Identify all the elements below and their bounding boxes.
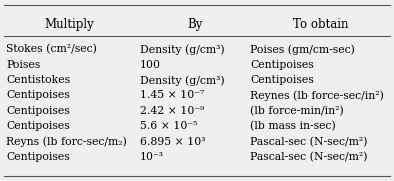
Text: Poises: Poises xyxy=(6,60,40,70)
Text: Multiply: Multiply xyxy=(44,18,94,31)
Text: Reyns (lb forc-sec/m₂): Reyns (lb forc-sec/m₂) xyxy=(6,137,127,147)
Text: Reynes (lb force-sec/in²): Reynes (lb force-sec/in²) xyxy=(250,90,384,101)
Text: Density (g/cm³): Density (g/cm³) xyxy=(140,44,225,55)
Text: To obtain: To obtain xyxy=(294,18,349,31)
Text: Centipoises: Centipoises xyxy=(6,121,70,131)
Text: By: By xyxy=(187,18,203,31)
Text: Centipoises: Centipoises xyxy=(6,90,70,100)
Text: 10⁻³: 10⁻³ xyxy=(140,152,164,162)
Text: (lb force-min/in²): (lb force-min/in²) xyxy=(250,106,344,116)
Text: 2.42 × 10⁻⁹: 2.42 × 10⁻⁹ xyxy=(140,106,204,116)
Text: Centipoises: Centipoises xyxy=(250,60,314,70)
Text: Density (g/cm³): Density (g/cm³) xyxy=(140,75,225,86)
Text: 100: 100 xyxy=(140,60,161,70)
Text: Centistokes: Centistokes xyxy=(6,75,70,85)
Text: Pascal-sec (N-sec/m²): Pascal-sec (N-sec/m²) xyxy=(250,137,368,147)
Text: 5.6 × 10⁻⁵: 5.6 × 10⁻⁵ xyxy=(140,121,197,131)
Text: Centipoises: Centipoises xyxy=(6,106,70,116)
Text: 6.895 × 10³: 6.895 × 10³ xyxy=(140,137,205,147)
Text: Centipoises: Centipoises xyxy=(6,152,70,162)
Text: Centipoises: Centipoises xyxy=(250,75,314,85)
Text: (lb mass in-sec): (lb mass in-sec) xyxy=(250,121,336,132)
Text: Stokes (cm²/sec): Stokes (cm²/sec) xyxy=(6,44,97,55)
Text: Poises (gm/cm-sec): Poises (gm/cm-sec) xyxy=(250,44,355,55)
Text: Pascal-sec (N-sec/m²): Pascal-sec (N-sec/m²) xyxy=(250,152,368,162)
Text: 1.45 × 10⁻⁷: 1.45 × 10⁻⁷ xyxy=(140,90,204,100)
